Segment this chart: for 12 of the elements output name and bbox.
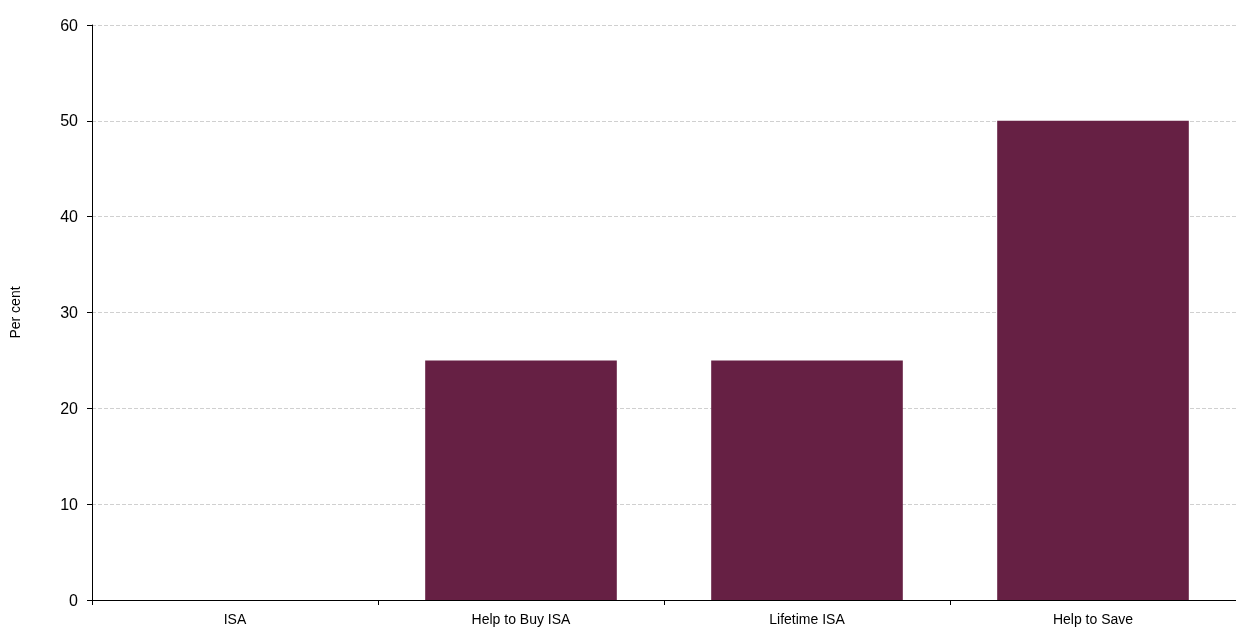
x-tick-label: Help to Save	[1052, 611, 1134, 627]
y-tick-label: 0	[69, 591, 79, 609]
y-tick-label: 10	[60, 495, 79, 513]
y-tick-label: 40	[60, 208, 79, 226]
y-tick-label: 50	[60, 112, 79, 130]
y-axis-title: Per cent	[7, 286, 23, 339]
y-tick-label: 30	[60, 304, 79, 321]
y-tick-label: 60	[60, 16, 79, 34]
y-tick-label: 20	[60, 399, 79, 417]
x-tick-label: Help to Buy ISA	[471, 611, 572, 627]
x-tick-label: ISA	[223, 611, 247, 627]
x-tick-label: Lifetime ISA	[769, 611, 846, 627]
